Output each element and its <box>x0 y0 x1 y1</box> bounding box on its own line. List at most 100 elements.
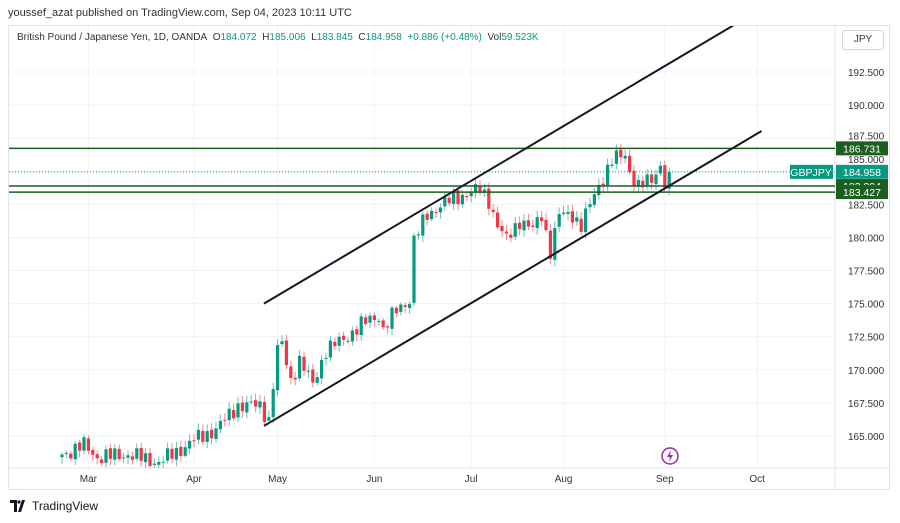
candle-body <box>337 336 341 346</box>
candle-body <box>86 438 90 451</box>
candle-body <box>535 217 539 229</box>
y-tick-label: 167.500 <box>848 399 885 410</box>
candle-body <box>113 448 117 460</box>
candle-body <box>298 355 302 379</box>
symbol-label-bg <box>790 164 833 179</box>
candle-body <box>469 192 473 197</box>
candle-body <box>276 345 280 391</box>
candle-body <box>623 155 627 159</box>
candle-body <box>284 340 288 366</box>
y-tick-label: 180.000 <box>848 233 885 244</box>
candle-body <box>328 340 332 358</box>
candle-body <box>192 440 196 442</box>
low-value: 183.845 <box>316 32 353 43</box>
candle-body <box>597 184 601 196</box>
candle-body <box>280 341 284 345</box>
level-price-label-bg <box>836 141 888 156</box>
lightning-icon[interactable] <box>661 447 679 465</box>
candle-body <box>425 213 429 220</box>
candle-body <box>342 335 346 340</box>
candle-body <box>108 448 112 459</box>
publish-info: youssef_azat published on TradingView.co… <box>8 7 352 19</box>
candle-body <box>152 463 156 465</box>
tradingview-logo-icon <box>10 500 25 512</box>
candle-body <box>355 329 359 335</box>
x-tick-label: Jul <box>465 474 478 485</box>
candle-body <box>628 155 632 172</box>
close-label: C <box>358 32 366 43</box>
candle-body <box>302 356 306 371</box>
change-value: +0.886 (+0.48%) <box>407 32 482 43</box>
candle-body <box>592 194 596 205</box>
candle-body <box>240 402 244 412</box>
y-tick-label: 177.500 <box>848 267 885 278</box>
candle-body <box>588 204 592 208</box>
y-tick-label: 175.000 <box>848 300 885 311</box>
lightning-icon-bolt <box>667 450 673 462</box>
currency-button[interactable]: JPY <box>842 30 884 50</box>
candle-body <box>478 185 482 193</box>
candle-body <box>663 165 667 188</box>
candle-body <box>575 217 579 222</box>
candle-body <box>320 359 324 379</box>
candle-body <box>509 234 513 238</box>
candle-body <box>289 366 293 378</box>
candle-body <box>474 184 478 193</box>
candle-body <box>496 212 500 228</box>
y-tick-label: 165.000 <box>848 432 885 443</box>
candle-body <box>104 449 108 463</box>
level-price-label-bg <box>836 185 888 200</box>
candle-body <box>324 357 328 359</box>
candle-body <box>399 304 403 312</box>
candle-body <box>526 220 530 227</box>
candle-body <box>654 174 658 185</box>
tradingview-logo[interactable]: TradingView <box>10 499 98 513</box>
candle-body <box>500 225 504 232</box>
candle-body <box>82 437 86 451</box>
candle-body <box>91 449 95 455</box>
candle-body <box>69 453 73 459</box>
candle-body <box>188 440 192 449</box>
chart-frame <box>8 25 890 490</box>
candle-body <box>610 164 614 166</box>
candle-body <box>438 207 442 213</box>
footer-brand: TradingView <box>32 499 99 513</box>
candle-body <box>254 400 258 407</box>
candle-body <box>531 225 535 227</box>
candle-body <box>570 211 574 223</box>
candle-body <box>584 208 588 233</box>
candle-body <box>456 190 460 205</box>
candle-body <box>144 453 148 463</box>
candle-body <box>641 180 645 188</box>
candle-body <box>403 305 407 308</box>
candle-body <box>196 429 200 440</box>
low-label: L <box>311 32 317 43</box>
level-price-label: 186.731 <box>843 143 881 155</box>
x-tick-label: Apr <box>186 474 202 485</box>
lower-channel-line <box>263 130 763 427</box>
candle-body <box>205 431 209 443</box>
candle-body <box>606 164 610 186</box>
last-price-label-bg <box>836 164 888 179</box>
candle-body <box>434 212 438 214</box>
candle-body <box>346 340 350 342</box>
candle-body <box>372 315 376 321</box>
candle-body <box>364 317 368 324</box>
candle-body <box>408 304 412 308</box>
candle-body <box>293 377 297 380</box>
candle-body <box>183 447 187 456</box>
candle-body <box>482 189 486 193</box>
candle-body <box>390 307 394 329</box>
lightning-icon-circle <box>661 447 679 465</box>
y-tick-label: 187.500 <box>848 131 885 142</box>
candle-body <box>122 457 126 459</box>
plot-area <box>9 26 835 468</box>
candle-body <box>522 220 526 231</box>
close-value: 184.958 <box>365 32 402 43</box>
candle-body <box>544 219 548 231</box>
candle-body <box>548 230 552 259</box>
candle-body <box>421 214 425 236</box>
x-tick-label: Jun <box>366 474 382 485</box>
candle-body <box>636 180 640 187</box>
